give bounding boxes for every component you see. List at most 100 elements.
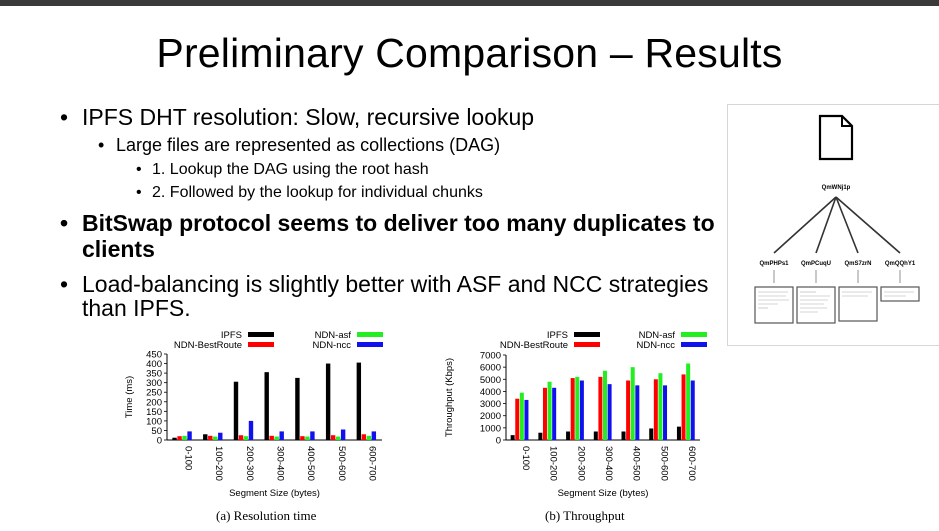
bar: [630, 367, 635, 440]
bar: [621, 431, 626, 440]
x-tick-label: 200-300: [575, 446, 586, 481]
bar: [295, 377, 300, 440]
bullet-dot: •: [136, 184, 142, 201]
bullet-text: IPFS DHT resolution: Slow, recursive loo…: [82, 104, 535, 130]
bullet-dot: •: [136, 161, 142, 178]
bar: [187, 431, 192, 440]
dag-chunk-text: [758, 291, 914, 313]
bar: [552, 387, 557, 440]
legend-swatch: [357, 332, 383, 337]
legend-label: NDN-BestRoute: [174, 340, 242, 351]
bullet-dot: •: [60, 271, 69, 297]
x-tick-label: 500-600: [658, 446, 669, 481]
dag-root-label: QmWNj1p: [822, 185, 851, 191]
y-tick-label: 350: [146, 369, 162, 380]
bar: [330, 435, 336, 440]
dag-child-label: QmPHPs1: [759, 261, 789, 267]
bar: [340, 429, 346, 440]
legend-swatch: [248, 332, 274, 337]
y-tick-label: 4000: [480, 387, 501, 398]
bar: [603, 370, 607, 440]
bar: [598, 376, 603, 440]
x-tick-label: 500-600: [336, 446, 347, 481]
bullet-text-cont: clients: [82, 236, 155, 262]
bar: [177, 436, 182, 440]
bullet-text-cont: than IPFS.: [82, 295, 191, 321]
legend-swatch: [574, 332, 600, 337]
bar: [515, 398, 520, 440]
dag-child-label: QmPCuqU: [801, 261, 831, 267]
y-tick-label: 0: [157, 436, 162, 447]
y-tick-label: 5000: [480, 375, 501, 386]
bullet-text: Large files are represented as collectio…: [116, 135, 501, 155]
bar: [218, 432, 223, 440]
y-tick-label: 6000: [480, 363, 501, 374]
x-tick-label: 0-100: [182, 446, 193, 470]
bar: [243, 436, 249, 440]
dag-child-label: QmQQhY1: [885, 261, 916, 267]
dag-child-label: QmS7zrN: [844, 261, 871, 267]
legend-swatch: [357, 342, 383, 347]
bullet-text: 1. Lookup the DAG using the root hash: [152, 161, 429, 178]
bar: [356, 362, 362, 440]
dag-diagram: QmWNj1p QmPHPs1 QmPCuqU QmS7zrN QmQQhY1: [727, 104, 939, 346]
bar: [264, 372, 269, 440]
legend-label: IPFS: [221, 330, 242, 341]
y-tick-label: 450: [146, 350, 162, 361]
legend-label: NDN-asf: [315, 330, 352, 341]
y-tick-label: 200: [146, 397, 162, 408]
bar: [579, 380, 584, 440]
resolution-time-chart: IPFS NDN-BestRoute NDN-asf NDN-ncc 0 50 100 150…: [110, 326, 400, 506]
legend-label: IPFS: [547, 330, 568, 341]
x-tick-label: 600-700: [686, 446, 697, 481]
dag-connectors: [773, 270, 901, 283]
legend-swatch: [248, 342, 274, 347]
bar: [542, 387, 547, 440]
bar: [366, 435, 372, 440]
x-axis-label: Segment Size (bytes): [558, 488, 649, 499]
bar: [690, 380, 695, 440]
bar: [547, 381, 552, 440]
bar: [524, 399, 529, 440]
bullet-dot: •: [60, 210, 69, 236]
bar: [681, 374, 686, 440]
bar: [203, 434, 208, 440]
dag-chunk-boxes: [754, 286, 920, 324]
y-axis-label: Time (ms): [124, 376, 135, 418]
bar: [279, 431, 284, 440]
slide-title: Preliminary Comparison – Results: [156, 30, 783, 76]
bullet-text: Load-balancing is slightly better with A…: [82, 271, 709, 297]
x-tick-label: 400-500: [631, 446, 642, 481]
bar: [361, 434, 367, 440]
top-bar: [0, 0, 939, 6]
x-tick-label: 600-700: [367, 446, 378, 481]
x-tick-label: 100-200: [548, 446, 559, 481]
bar: [371, 431, 377, 440]
bar: [325, 363, 331, 440]
bar: [233, 381, 239, 440]
legend-label: NDN-ncc: [312, 340, 351, 351]
bar: [575, 376, 580, 440]
caption-resolution-time: (a) Resolution time: [216, 508, 317, 523]
bar: [510, 435, 515, 440]
y-tick-label: 50: [151, 426, 162, 437]
bar: [649, 428, 654, 440]
bar: [274, 436, 279, 440]
bullet-dot: •: [98, 135, 105, 155]
bar: [182, 435, 187, 440]
y-tick-label: 3000: [480, 399, 501, 410]
bar: [686, 363, 691, 440]
y-tick-label: 2000: [480, 411, 501, 422]
bar: [538, 432, 543, 440]
x-tick-label: 200-300: [244, 446, 255, 481]
bar: [658, 373, 663, 440]
file-icon: [818, 114, 854, 161]
bar: [663, 385, 668, 440]
bar: [248, 420, 254, 440]
bar: [208, 435, 213, 440]
dag-edges: [773, 196, 901, 254]
bar: [305, 436, 310, 440]
caption-throughput: (b) Throughput: [545, 508, 625, 523]
y-tick-label: 100: [146, 416, 162, 427]
